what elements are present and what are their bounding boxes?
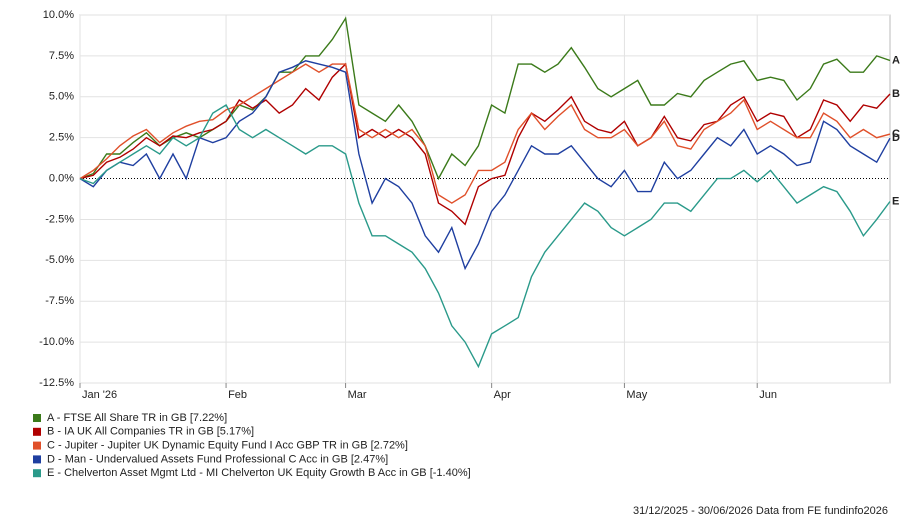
x-tick-label: Feb: [228, 389, 247, 401]
legend-label: C - Jupiter - Jupiter UK Dynamic Equity …: [47, 440, 408, 452]
x-tick-label: Mar: [348, 389, 367, 401]
legend-label: D - Man - Undervalued Assets Fund Profes…: [47, 453, 388, 465]
legend-swatch: [33, 441, 41, 450]
series-line: [79, 63, 891, 204]
series-line: [79, 104, 891, 369]
legend-label: B - IA UK All Companies TR in GB [5.17%]: [47, 426, 254, 438]
legend-swatch: [33, 455, 41, 464]
series-line: [79, 60, 891, 271]
end-label: D: [892, 132, 900, 144]
end-label: B: [892, 88, 900, 100]
plot-area: [79, 14, 891, 384]
legend-label: A - FTSE All Share TR in GB [7.22%]: [47, 412, 227, 424]
footer: 31/12/2025 - 30/06/2026 Data from FE fun…: [633, 505, 888, 517]
legend-swatch: [33, 427, 41, 436]
y-tick-label: -7.5%: [45, 295, 74, 307]
y-tick-label: -2.5%: [45, 213, 74, 225]
legend-label: E - Chelverton Asset Mgmt Ltd - MI Chelv…: [47, 467, 471, 479]
legend-swatch: [33, 414, 41, 422]
y-tick-label: -12.5%: [39, 377, 74, 389]
x-tick-label: Jun: [759, 389, 777, 401]
series-line: [79, 16, 891, 181]
y-tick-label: 7.5%: [49, 50, 74, 62]
y-tick-label: 2.5%: [49, 132, 74, 144]
x-tick-label: May: [626, 389, 647, 401]
x-tick-label: Apr: [494, 389, 511, 401]
y-tick-label: -5.0%: [45, 254, 74, 266]
legend-swatch: [33, 469, 41, 478]
y-tick-label: -10.0%: [39, 336, 74, 348]
y-tick-label: 0.0%: [49, 172, 74, 184]
end-label: A: [892, 54, 900, 66]
series-line: [79, 62, 891, 226]
end-label: E: [892, 195, 899, 207]
y-tick-label: 5.0%: [49, 91, 74, 103]
x-tick-label: Jan '26: [82, 389, 117, 401]
y-tick-label: 10.0%: [43, 9, 74, 21]
end-label: C: [892, 128, 900, 140]
